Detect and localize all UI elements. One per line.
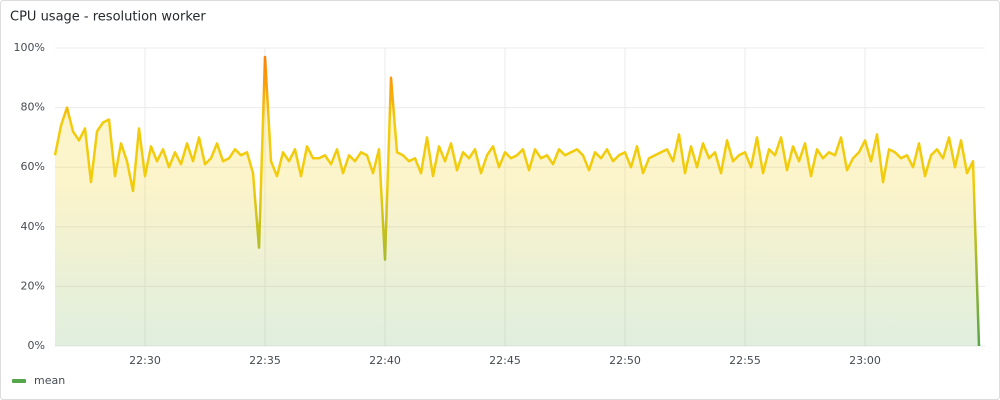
x-tick-label: 22:35 xyxy=(249,354,281,367)
chart-title: CPU usage - resolution worker xyxy=(10,10,206,25)
legend-label: mean xyxy=(34,374,65,387)
area xyxy=(55,56,979,346)
legend-swatch xyxy=(12,379,26,383)
y-tick-label: 60% xyxy=(21,160,45,173)
y-tick-label: 40% xyxy=(21,220,45,233)
x-tick-label: 22:55 xyxy=(729,354,761,367)
x-tick-label: 22:50 xyxy=(609,354,641,367)
y-tick-label: 100% xyxy=(14,41,45,54)
y-tick-label: 0% xyxy=(28,339,45,352)
x-tick-label: 22:40 xyxy=(369,354,401,367)
y-tick-label: 20% xyxy=(21,279,45,292)
line xyxy=(53,55,981,347)
x-tick-label: 23:00 xyxy=(849,354,881,367)
x-tick-label: 22:30 xyxy=(129,354,161,367)
y-tick-label: 80% xyxy=(21,101,45,114)
x-tick-label: 22:45 xyxy=(489,354,521,367)
